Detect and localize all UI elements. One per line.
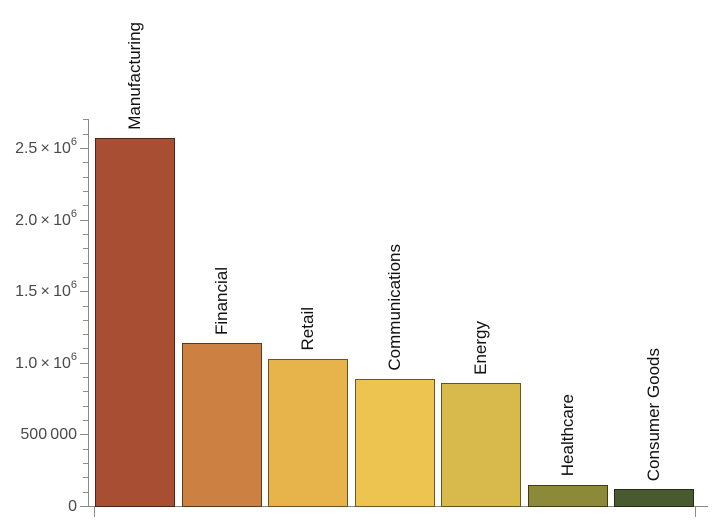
y-tick-label-exponent: 6 xyxy=(70,208,77,221)
y-tick-label: 0 xyxy=(68,497,77,515)
y-minor-tick xyxy=(83,463,88,464)
y-minor-tick xyxy=(83,492,88,493)
bar-label-consumer-goods: Consumer Goods xyxy=(644,347,663,481)
y-minor-tick xyxy=(83,191,88,192)
y-tick-label-text: 500 000 xyxy=(20,425,77,443)
bar-healthcare xyxy=(527,484,608,507)
y-tick-label-text: 1.0 × 10 xyxy=(15,354,71,372)
y-tick-label: 500 000 xyxy=(20,425,77,443)
y-tick-label-exponent: 6 xyxy=(70,351,77,364)
bar-consumer-goods xyxy=(614,488,694,507)
y-minor-tick xyxy=(83,162,88,163)
y-tick-label-text: 2.0 × 10 xyxy=(15,211,71,229)
bar-label-energy: Energy xyxy=(471,320,490,375)
y-minor-tick xyxy=(83,277,88,278)
bar-communications xyxy=(354,378,435,507)
bar-energy xyxy=(441,382,521,507)
y-tick-label-exponent: 6 xyxy=(70,136,77,149)
y-minor-tick xyxy=(83,477,88,478)
y-minor-tick xyxy=(83,449,88,450)
y-major-tick xyxy=(80,220,88,221)
y-tick-label-text: 0 xyxy=(68,497,77,515)
y-tick-label: 2.0 × 106 xyxy=(15,209,77,229)
y-minor-tick xyxy=(83,334,88,335)
bar-label-communications: Communications xyxy=(384,243,404,371)
bar-label-healthcare: Healthcare xyxy=(557,394,577,477)
bar-manufacturing xyxy=(95,137,175,507)
y-major-tick xyxy=(80,363,88,364)
y-tick-label: 1.0 × 106 xyxy=(15,352,77,372)
y-minor-tick xyxy=(83,391,88,392)
y-axis-line xyxy=(88,119,89,507)
y-minor-tick xyxy=(83,320,88,321)
y-minor-tick xyxy=(83,205,88,206)
y-major-tick xyxy=(80,148,88,149)
y-tick-label: 1.5 × 106 xyxy=(15,280,77,300)
y-tick-label-exponent: 6 xyxy=(70,279,77,292)
bar-financial xyxy=(181,342,262,507)
y-minor-tick xyxy=(83,406,88,407)
bar-label-retail: Retail xyxy=(298,307,317,351)
y-tick-label-text: 1.5 × 10 xyxy=(15,282,71,300)
bar-label-manufacturing: Manufacturing xyxy=(125,22,144,130)
y-major-tick xyxy=(80,506,88,507)
bar-retail xyxy=(268,358,348,507)
y-minor-tick xyxy=(83,177,88,178)
y-minor-tick xyxy=(83,134,88,135)
y-major-tick xyxy=(80,434,88,435)
bar-label-financial: Financial xyxy=(211,266,231,335)
y-minor-tick xyxy=(83,119,88,120)
y-minor-tick xyxy=(83,248,88,249)
y-minor-tick xyxy=(83,234,88,235)
y-tick-label: 2.5 × 106 xyxy=(15,137,77,157)
x-tick xyxy=(695,506,696,517)
x-tick xyxy=(94,506,95,517)
y-minor-tick xyxy=(83,348,88,349)
y-minor-tick xyxy=(83,377,88,378)
y-minor-tick xyxy=(83,263,88,264)
y-tick-label-text: 2.5 × 10 xyxy=(15,139,71,157)
y-major-tick xyxy=(80,291,88,292)
y-minor-tick xyxy=(83,420,88,421)
y-minor-tick xyxy=(83,306,88,307)
